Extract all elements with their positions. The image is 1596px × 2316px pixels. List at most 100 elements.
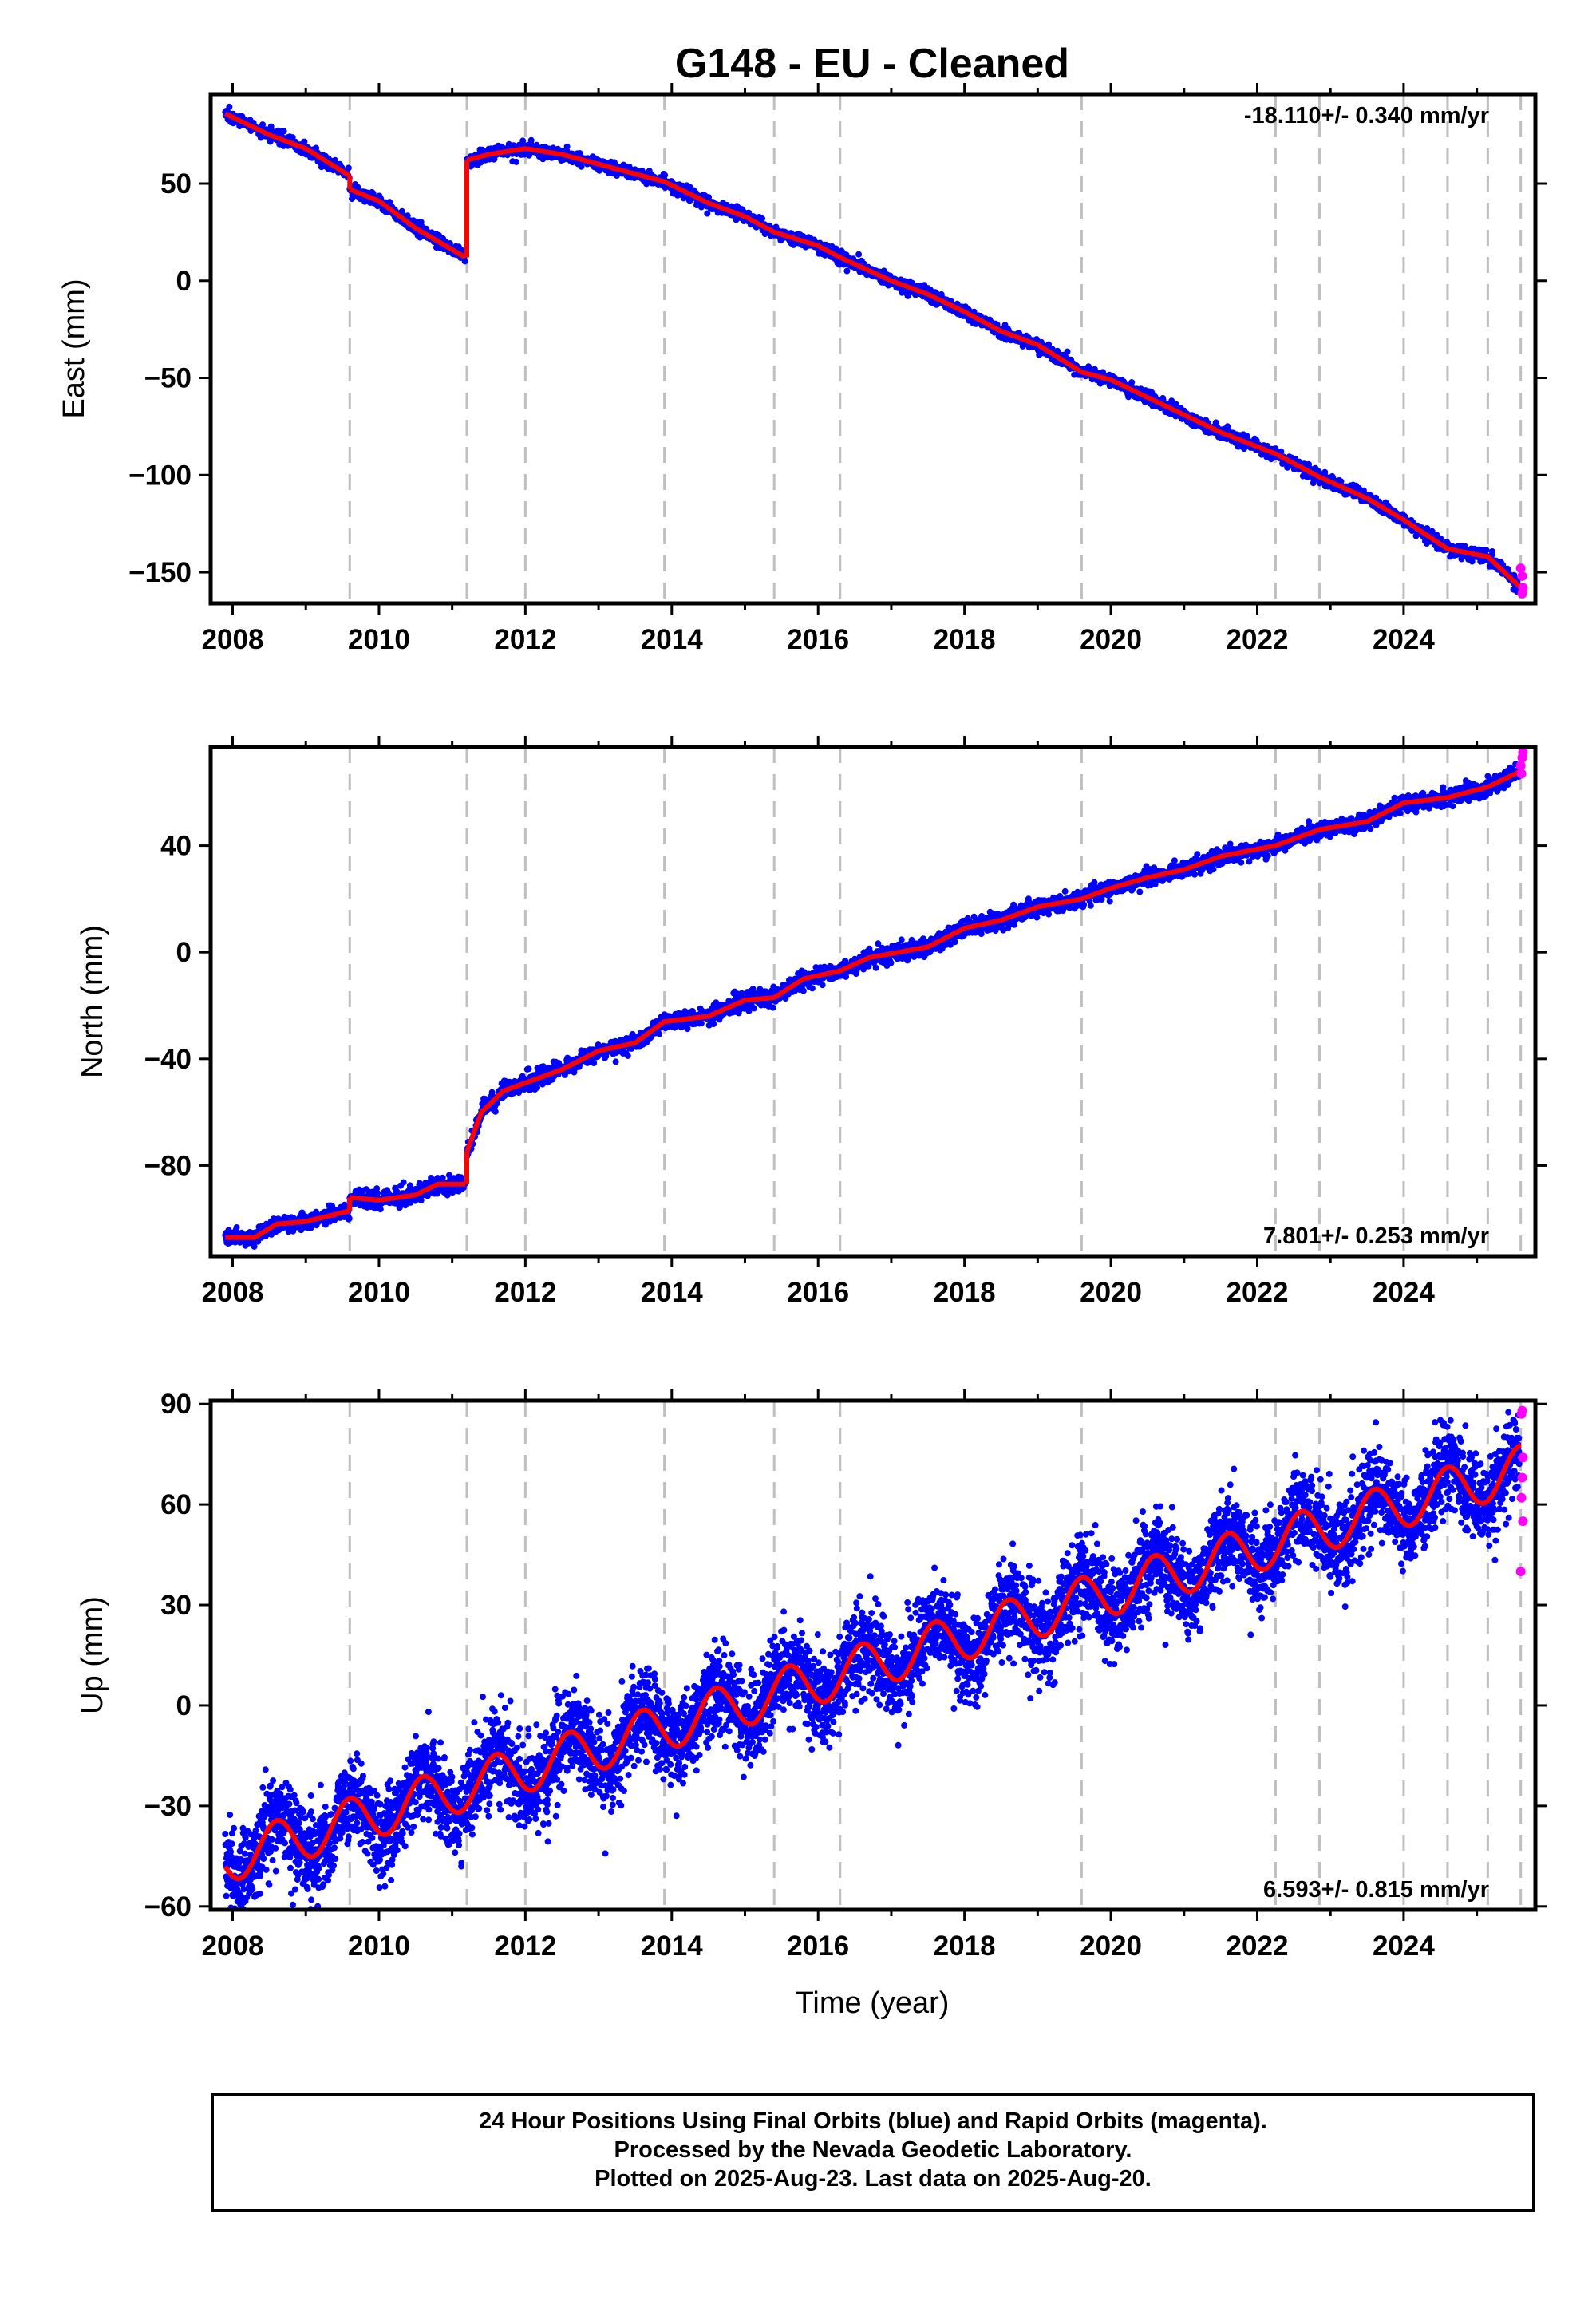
rapid-orbit-points <box>1515 1405 1528 1577</box>
x-axis-ticks: 2008 2010 2012 2014 2016 2018 2020 2022 2024 <box>202 1389 1479 1962</box>
x-axis-ticks: 2008 2010 2012 2014 2016 2018 2020 2022 2024 <box>202 83 1479 655</box>
x-tick-label: 2022 <box>1227 624 1289 655</box>
rapid-point <box>1516 769 1527 779</box>
y-tick-label: −150 <box>128 557 192 588</box>
x-tick-label: 2020 <box>1080 1931 1142 1962</box>
y-axis-ticks: 50 0 −50 −100 −150 <box>128 168 1547 588</box>
y-axis-label: Up (mm) <box>76 1596 109 1714</box>
x-tick-label: 2014 <box>641 624 703 655</box>
x-tick-label: 2018 <box>934 1277 996 1308</box>
model-fit <box>223 1443 1523 1882</box>
y-tick-label: 90 <box>160 1389 192 1420</box>
x-tick-label: 2010 <box>348 1277 410 1308</box>
caption-line-2: Processed by the Nevada Geodetic Laborat… <box>614 2137 1132 2163</box>
panel-east: 2008 2010 2012 2014 2016 2018 2020 2022 2024 50 0 −… <box>57 83 1547 655</box>
x-tick-label: 2024 <box>1373 1931 1435 1962</box>
model-fit <box>223 111 1523 590</box>
rapid-point <box>1516 1492 1527 1503</box>
observation-cloud <box>222 103 1523 595</box>
model-line <box>223 111 351 178</box>
x-tick-label: 2010 <box>348 1931 410 1962</box>
rapid-point <box>1517 1405 1527 1416</box>
model-line <box>225 1208 351 1240</box>
dashed-lines <box>348 94 1523 603</box>
x-tick-label: 2018 <box>934 1931 996 1962</box>
x-tick-label: 2024 <box>1373 1277 1435 1308</box>
x-tick-label: 2008 <box>202 1931 264 1962</box>
observation-cloud <box>222 1409 1523 1910</box>
model-line <box>349 187 467 260</box>
plot-frame <box>208 745 1538 1259</box>
x-tick-label: 2014 <box>641 1277 703 1308</box>
final-orbit-points <box>222 1409 1523 1910</box>
model-fit <box>225 769 1523 1240</box>
x-tick-label: 2016 <box>787 1277 849 1308</box>
rapid-point <box>1517 1472 1527 1483</box>
observation-cloud <box>222 761 1523 1250</box>
x-tick-label: 2022 <box>1227 1277 1289 1308</box>
y-tick-label: 30 <box>160 1590 192 1621</box>
y-tick-label: 60 <box>160 1489 192 1520</box>
y-tick-label: −30 <box>144 1791 192 1822</box>
y-axis-label: East (mm) <box>57 279 91 418</box>
panel-up: 2008 2010 2012 2014 2016 2018 2020 2022 2024 90 60… <box>76 1389 1547 1962</box>
y-tick-label: −40 <box>144 1044 192 1075</box>
y-tick-label: −100 <box>128 460 192 491</box>
figure-title: G148 - EU - Cleaned <box>675 41 1069 87</box>
panel-north: 2008 2010 2012 2014 2016 2018 2020 2022 2024 40 0 −… <box>76 736 1547 1308</box>
x-tick-label: 2024 <box>1373 624 1435 655</box>
rapid-point <box>1517 588 1527 599</box>
rapid-point <box>1518 1452 1528 1463</box>
y-axis-label: North (mm) <box>76 925 109 1078</box>
caption-line-3: Plotted on 2025-Aug-23. Last data on 202… <box>595 2166 1152 2192</box>
y-axis-ticks: 40 0 −40 −80 <box>144 831 1547 1181</box>
rapid-point <box>1518 1516 1528 1527</box>
plot-frame <box>208 1398 1538 1912</box>
panels: 2008 2010 2012 2014 2016 2018 2020 2022 2024 50 0 −… <box>57 83 1547 1962</box>
x-tick-label: 2020 <box>1080 624 1142 655</box>
rapid-orbit-points <box>1515 747 1528 779</box>
model-line <box>223 1443 1523 1882</box>
x-tick-label: 2016 <box>787 1931 849 1962</box>
x-tick-label: 2012 <box>494 1931 556 1962</box>
caption-box: 24 Hour Positions Using Final Orbits (bl… <box>211 2093 1535 2212</box>
x-tick-label: 2010 <box>348 624 410 655</box>
x-tick-label: 2020 <box>1080 1277 1142 1308</box>
y-tick-label: 0 <box>176 1690 192 1721</box>
y-tick-label: 40 <box>160 831 192 862</box>
x-tick-label: 2012 <box>494 624 556 655</box>
rapid-point <box>1518 747 1528 757</box>
rapid-point <box>1515 761 1526 771</box>
model-line <box>466 146 1523 590</box>
x-tick-label: 2008 <box>202 624 264 655</box>
rapid-point <box>1517 571 1527 581</box>
x-tick-label: 2018 <box>934 624 996 655</box>
x-axis-ticks: 2008 2010 2012 2014 2016 2018 2020 2022 2024 <box>202 736 1479 1308</box>
rapid-point <box>1515 563 1526 574</box>
y-axis-ticks: 90 60 30 0 −30 −60 <box>144 1389 1547 1923</box>
rapid-orbit-points <box>1515 563 1528 599</box>
final-orbit-points <box>222 103 1523 595</box>
y-tick-label: −50 <box>144 363 192 394</box>
rapid-point <box>1515 1567 1526 1577</box>
velocity-label: 7.801+/- 0.253 mm/yr <box>1263 1223 1489 1249</box>
y-tick-label: 50 <box>160 168 192 200</box>
plot-frame <box>208 92 1538 606</box>
x-tick-label: 2012 <box>494 1277 556 1308</box>
velocity-label: 6.593+/- 0.815 mm/yr <box>1263 1877 1489 1903</box>
velocity-label: -18.110+/- 0.340 mm/yr <box>1244 103 1489 128</box>
y-tick-label: −60 <box>144 1891 192 1923</box>
x-tick-label: 2016 <box>787 624 849 655</box>
model-line <box>350 1181 466 1203</box>
y-tick-label: 0 <box>176 266 192 297</box>
model-line <box>464 769 1523 1153</box>
x-tick-label: 2022 <box>1227 1931 1289 1962</box>
x-tick-label: 2008 <box>202 1277 264 1308</box>
x-tick-label: 2014 <box>641 1931 703 1962</box>
caption-line-1: 24 Hour Positions Using Final Orbits (bl… <box>479 2109 1267 2134</box>
final-orbit-points <box>222 761 1523 1250</box>
y-tick-label: −80 <box>144 1150 192 1181</box>
y-tick-label: 0 <box>176 937 192 968</box>
x-axis-label: Time (year) <box>796 1986 950 2020</box>
